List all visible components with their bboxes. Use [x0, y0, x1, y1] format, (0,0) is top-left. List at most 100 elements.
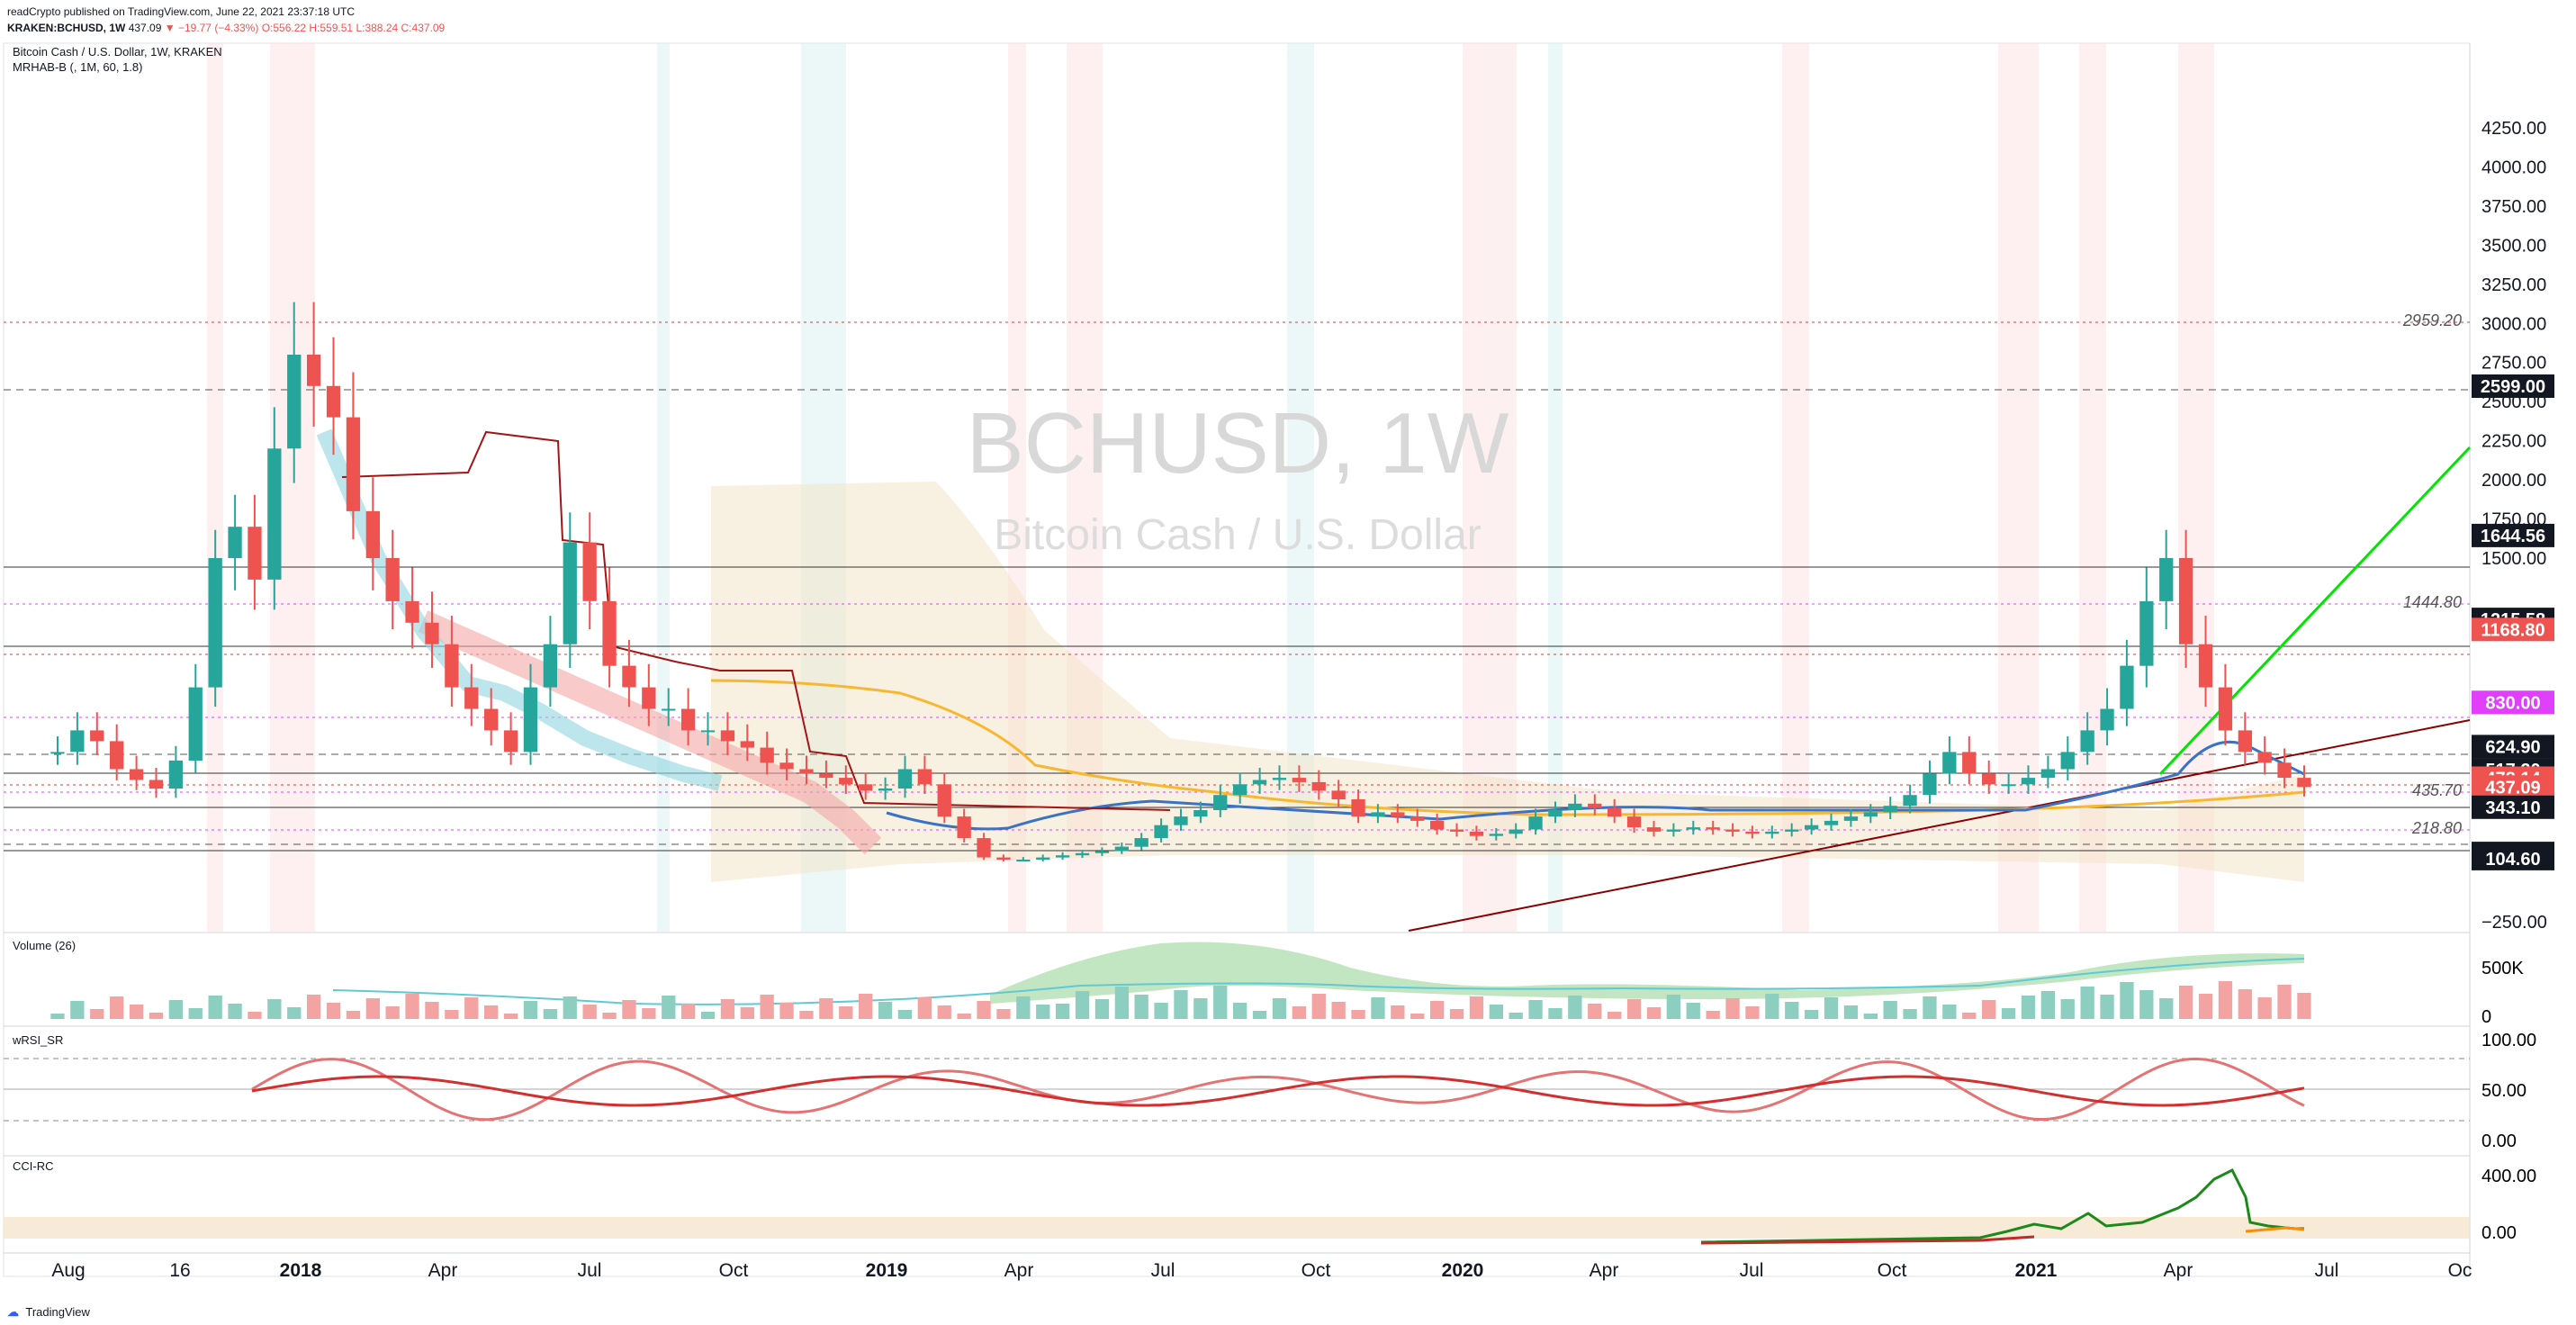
price-tick: 2250.00 [2481, 432, 2546, 452]
candle-body [208, 558, 222, 688]
volume-bar [1706, 1011, 1720, 1019]
price-label: 1644.56 [2481, 527, 2545, 546]
price-label: 830.00 [2485, 693, 2540, 713]
candle-body [563, 542, 577, 644]
candle-body [2021, 778, 2036, 785]
cloud-band [711, 482, 2304, 882]
volume-bar [1134, 995, 1148, 1019]
candle-body [1331, 790, 1346, 799]
tradingview-footer[interactable]: ☁ TradingView [7, 1305, 90, 1320]
volume-bar [642, 1008, 656, 1019]
volume-bar [937, 1005, 951, 1019]
volume-tick-0: 0 [2481, 1007, 2491, 1027]
volume-bar [1824, 997, 1839, 1019]
volume-bar [917, 997, 932, 1019]
volume-bar [1351, 1010, 1365, 1019]
time-tick: Jul [2315, 1260, 2339, 1281]
volume-bar [700, 1012, 716, 1019]
candle-body [1469, 831, 1484, 836]
ribbon-red [418, 610, 882, 855]
symbol-name: KRAKEN:BCHUSD, 1W [7, 22, 126, 34]
volume-bar [503, 1014, 518, 1019]
cci-tick-0: 0.00 [2481, 1223, 2517, 1243]
candle-body [1174, 816, 1188, 825]
volume-bar [1016, 996, 1031, 1019]
volume-bars [50, 981, 2311, 1019]
volume-bar [2139, 990, 2154, 1019]
price-label-box [2472, 374, 2554, 398]
candle-body [897, 769, 913, 789]
volume-bar [2257, 997, 2272, 1019]
indicator-title: MRHAB-B (, 1M, 60, 1.8) [13, 60, 142, 74]
candle-body [405, 600, 419, 623]
volume-bar [2021, 996, 2036, 1019]
candle-body [346, 417, 361, 511]
volume-bar [1489, 1005, 1503, 1019]
volume-bar [2297, 993, 2311, 1019]
time-tick: 2018 [280, 1260, 322, 1281]
candle-body [287, 355, 302, 449]
volume-bar [365, 998, 380, 1019]
candle-body [2257, 752, 2272, 763]
volume-bar [445, 1010, 459, 1019]
volume-bar [1883, 1001, 1897, 1019]
volume-bar [582, 1005, 597, 1019]
price-label: 624.90 [2485, 737, 2540, 757]
time-tick: Jul [1740, 1260, 1764, 1281]
price-label-box [2472, 795, 2554, 819]
candle-body [543, 644, 557, 688]
candle-body [779, 762, 794, 770]
volume-bar [1765, 994, 1779, 1019]
candle-body [1233, 784, 1247, 796]
candle-body [2120, 665, 2134, 709]
price-tick: 4250.00 [2481, 119, 2546, 139]
price-tick: 1500.00 [2481, 549, 2546, 569]
candles [50, 302, 2311, 861]
volume-bar [1509, 1013, 1523, 1019]
volume-bar [779, 1003, 794, 1019]
volume-bar [110, 996, 124, 1019]
candle-body [1213, 795, 1228, 810]
ribbon-cyan [316, 428, 723, 791]
candle-body [50, 752, 65, 754]
candle-body [1824, 820, 1839, 825]
ohlc-low: L:388.24 [356, 22, 399, 34]
price-labels: 2599.001644.561215.581168.80830.00624.90… [2472, 374, 2554, 870]
rsi-tick-50: 50.00 [2481, 1081, 2526, 1101]
volume-cloud [990, 942, 2304, 1004]
rsi-title: wRSI_SR [12, 1033, 63, 1047]
volume-bar [90, 1009, 104, 1019]
volume-bar [1311, 994, 1326, 1019]
volume-bar [70, 1001, 85, 1019]
candle-body [228, 527, 242, 558]
candle-body [957, 816, 971, 838]
candle-body [2100, 708, 2114, 731]
volume-bar [1114, 987, 1129, 1019]
price-label: 343.10 [2485, 798, 2540, 818]
time-tick: Oct [1878, 1260, 1907, 1281]
time-tick: Apr [1004, 1260, 1034, 1281]
candle-body [1075, 852, 1090, 856]
candle-body [168, 760, 183, 789]
candle-body [523, 687, 538, 753]
candle-body [1509, 829, 1523, 834]
volume-bar [819, 998, 833, 1019]
candle-body [1094, 851, 1110, 853]
ohlc-high: H:559.51 [309, 22, 354, 34]
candle-body [662, 708, 676, 711]
volume-bar [1805, 1010, 1819, 1019]
volume-bar [1094, 999, 1110, 1019]
candle-body [681, 708, 696, 731]
price-label-box [2472, 846, 2554, 870]
time-tick: Jul [578, 1260, 602, 1281]
volume-bar [228, 1004, 242, 1019]
volume-bar [287, 1007, 302, 1019]
candle-body [996, 857, 1011, 860]
volume-bar [799, 1011, 814, 1019]
volume-bar [1449, 1009, 1464, 1019]
volume-bar [1608, 1012, 1622, 1019]
price-levels [4, 321, 2470, 852]
candle-body [365, 510, 380, 558]
volume-bar [2100, 995, 2114, 1019]
